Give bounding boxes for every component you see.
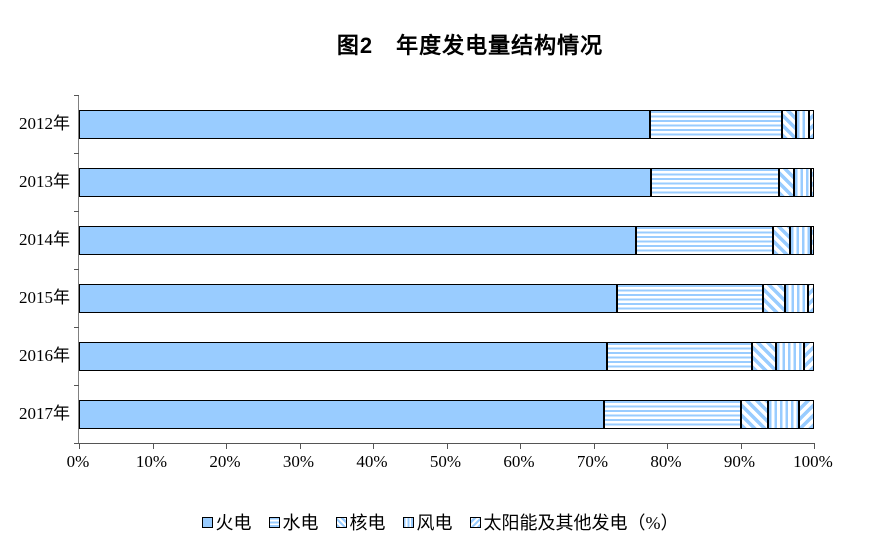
legend-item: 水电 xyxy=(268,509,319,535)
bar-segment xyxy=(781,109,797,139)
x-axis-tick xyxy=(152,443,154,449)
bar-segment xyxy=(741,399,768,429)
x-axis-label: 60% xyxy=(503,452,535,471)
x-axis-tick xyxy=(373,443,374,449)
bar-segment xyxy=(79,167,651,197)
x-axis-tick xyxy=(226,443,227,449)
bar-2013年 xyxy=(79,167,814,197)
y-axis-tick xyxy=(74,385,79,386)
bar-segment xyxy=(79,225,637,255)
legend-label: 水电 xyxy=(282,513,319,533)
bar-segment xyxy=(798,399,814,429)
x-axis-tick xyxy=(740,443,742,449)
bar-segment xyxy=(767,399,799,429)
x-axis-tick xyxy=(446,443,448,449)
bar-segment xyxy=(808,109,814,139)
bar-segment xyxy=(789,225,812,255)
x-axis-label: 70% xyxy=(576,452,609,471)
x-axis-tick xyxy=(814,443,815,449)
legend-label: 风电 xyxy=(416,513,453,533)
legend-item: 火电 xyxy=(201,509,252,535)
x-axis-label: 40% xyxy=(356,452,388,471)
legend-label: 核电 xyxy=(349,513,386,533)
y-axis-tick xyxy=(74,327,79,328)
legend-item: 太阳能及其他发电（%） xyxy=(469,509,679,535)
bar-segment xyxy=(778,167,795,197)
bar-segment xyxy=(752,341,776,371)
bar-segment xyxy=(603,399,742,429)
bar-segment xyxy=(803,341,814,371)
bar-segment xyxy=(785,283,809,313)
bar-segment xyxy=(617,283,764,313)
y-axis-label: 2013年 xyxy=(19,172,70,191)
bar-segment xyxy=(79,399,604,429)
x-axis-label: 0% xyxy=(66,452,90,471)
legend-swatch-icon xyxy=(469,516,481,528)
bar-segment xyxy=(811,225,814,255)
x-axis-label: 10% xyxy=(135,452,168,471)
y-axis-tick xyxy=(74,153,79,154)
bar-segment xyxy=(796,109,809,139)
y-axis-label: 2015年 xyxy=(19,288,70,307)
x-axis-label: 80% xyxy=(650,452,682,471)
y-axis-tick xyxy=(74,211,79,212)
y-axis-label: 2014年 xyxy=(19,230,70,249)
x-axis-label: 90% xyxy=(723,452,756,471)
x-axis-tick xyxy=(299,443,301,449)
legend-item: 风电 xyxy=(402,509,453,535)
bar-2014年 xyxy=(79,225,814,255)
y-axis-tick xyxy=(74,95,79,96)
x-axis-tick xyxy=(593,443,595,449)
bar-2015年 xyxy=(79,283,814,313)
bar-segment xyxy=(79,341,608,371)
y-axis-label: 2016年 xyxy=(19,346,70,365)
y-axis-label: 2017年 xyxy=(19,404,70,423)
y-axis-label: 2012年 xyxy=(19,114,70,133)
chart-title: 图2 年度发电量结构情况 xyxy=(336,33,604,58)
bar-segment xyxy=(772,225,790,255)
legend-item: 核电 xyxy=(335,509,386,535)
x-axis-label: 50% xyxy=(429,452,462,471)
bar-segment xyxy=(607,341,753,371)
x-axis-tick xyxy=(79,443,80,449)
y-axis-tick xyxy=(74,269,79,270)
x-axis-tick xyxy=(520,443,521,449)
bar-2016年 xyxy=(79,341,814,371)
legend-swatch-icon xyxy=(268,516,280,528)
legend-swatch-icon xyxy=(335,516,347,528)
x-axis-label: 30% xyxy=(282,452,315,471)
bar-2012年 xyxy=(79,109,814,139)
x-axis-tick xyxy=(667,443,668,449)
bar-segment xyxy=(636,225,773,255)
bar-segment xyxy=(808,283,814,313)
bar-segment xyxy=(775,341,804,371)
plot-area xyxy=(74,95,815,449)
x-axis-label: 100% xyxy=(793,452,833,471)
x-axis-label: 20% xyxy=(209,452,241,471)
bar-segment xyxy=(79,109,651,139)
legend-swatch-icon xyxy=(402,516,414,528)
legend-swatch-icon xyxy=(201,516,213,528)
bar-segment xyxy=(650,109,782,139)
legend-label: 太阳能及其他发电（%） xyxy=(483,513,679,533)
bar-segment xyxy=(79,283,618,313)
y-axis-tick xyxy=(74,443,79,444)
bar-segment xyxy=(763,283,786,313)
bar-2017年 xyxy=(79,399,814,429)
bar-segment xyxy=(811,167,814,197)
bar-segment xyxy=(794,167,812,197)
legend: 火电 水电 核电 风电 太阳能及其他发电（%） xyxy=(0,506,880,538)
bar-segment xyxy=(650,167,779,197)
legend-label: 火电 xyxy=(215,513,252,533)
